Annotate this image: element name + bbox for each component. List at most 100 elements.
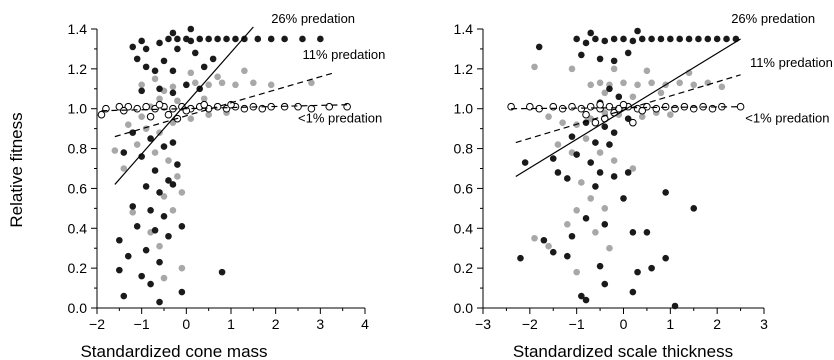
right-point-high — [535, 43, 543, 51]
right-point-high — [620, 35, 627, 43]
right-point-low — [582, 110, 590, 119]
right-point-high — [554, 169, 562, 176]
left-point-mid — [169, 83, 177, 91]
left-x-axis-title: Standardized cone mass — [80, 342, 267, 360]
left-point-high — [169, 29, 177, 37]
left-point-mid — [174, 97, 181, 105]
right-point-high — [540, 236, 548, 244]
right-point-low — [671, 104, 679, 113]
right-point-mid — [610, 65, 618, 73]
left-point-low — [164, 110, 173, 119]
right-y-tick-label: 0.4 — [454, 220, 474, 236]
left-point-high — [281, 35, 288, 43]
right-point-low — [586, 102, 595, 111]
right-point-high — [568, 232, 576, 240]
right-x-tick-label: −3 — [475, 316, 491, 332]
left-point-high — [241, 35, 248, 43]
left-point-mid — [232, 81, 239, 89]
left-point-mid — [308, 79, 315, 87]
right-x-axis-title: Standardized scale thickness — [513, 342, 733, 360]
left-point-high — [156, 39, 163, 47]
left-point-mid — [241, 67, 248, 75]
left-point-mid — [250, 79, 257, 87]
right-point-high — [601, 37, 609, 45]
right-point-low — [652, 104, 661, 113]
left-plot-area: 0.0 0.2 0.4 0.6 0.8 1.0 1.2 1.4 −2 −1 0 1 2 3 4 26% pre… — [68, 11, 386, 332]
right-point-high — [578, 292, 585, 300]
right-point-high — [624, 115, 632, 122]
right-point-mid — [559, 119, 566, 126]
left-x-tick-label: −1 — [134, 316, 150, 332]
left-point-mid — [169, 207, 177, 214]
left-point-low — [200, 100, 208, 109]
right-point-high — [667, 35, 674, 43]
right-point-high — [624, 169, 632, 176]
right-y-tick-label: 1.2 — [454, 61, 474, 77]
left-point-high — [218, 268, 226, 276]
right-point-mid — [531, 63, 538, 71]
left-fit-line — [101, 104, 348, 112]
right-point-high — [620, 195, 627, 202]
right-point-high — [592, 139, 599, 146]
left-point-low — [146, 112, 155, 121]
right-point-mid — [545, 242, 552, 250]
right-point-high — [671, 302, 679, 310]
right-point-high — [643, 228, 651, 236]
left-point-high — [142, 63, 150, 71]
left-point-high — [116, 266, 123, 274]
right-fit-label: 26% predation — [731, 11, 815, 26]
right-point-high — [657, 35, 665, 43]
left-point-high — [124, 252, 132, 260]
left-point-high — [169, 181, 177, 188]
right-point-mid — [554, 141, 562, 148]
left-point-high — [142, 45, 150, 53]
left-point-high — [174, 35, 181, 43]
left-point-high — [205, 35, 212, 43]
left-point-high — [138, 37, 145, 45]
left-panel: 0.0 0.2 0.4 0.6 0.8 1.0 1.2 1.4 −2 −1 0 1 2 3 4 26% pre… — [68, 11, 386, 360]
right-point-high — [582, 215, 590, 222]
left-point-high — [169, 89, 177, 97]
left-point-high — [142, 183, 150, 190]
left-point-high — [299, 35, 306, 43]
right-point-low — [596, 100, 604, 109]
left-x-tick-label: 4 — [361, 316, 369, 332]
left-point-low — [325, 102, 334, 111]
right-y-tick-label: 0.0 — [454, 300, 474, 316]
right-point-mid — [601, 89, 609, 97]
left-point-high — [169, 139, 177, 146]
left-point-high — [178, 288, 186, 296]
right-point-high — [723, 35, 730, 43]
left-point-mid — [187, 69, 195, 77]
right-plot-area: 0.0 0.2 0.4 0.6 0.8 1.0 1.2 1.4 −3 −2 −1 0 1 2 3 26% pr… — [454, 11, 833, 332]
right-point-high — [690, 205, 698, 212]
right-point-high — [648, 264, 655, 272]
left-y-tick-label: 1.2 — [68, 61, 88, 77]
right-point-high — [601, 123, 609, 130]
right-x-tick-label: −2 — [522, 316, 538, 332]
left-point-mid — [205, 81, 212, 89]
right-fit-line — [515, 74, 741, 144]
left-point-high — [165, 232, 172, 240]
right-point-high — [610, 129, 618, 136]
right-point-mid — [587, 81, 595, 89]
left-point-mid — [174, 173, 181, 180]
left-x-tick-label: 1 — [227, 316, 235, 332]
right-point-mid — [601, 109, 609, 116]
right-point-low — [638, 106, 647, 115]
right-point-low — [605, 102, 614, 111]
right-point-low — [661, 102, 670, 111]
left-point-mid — [133, 141, 141, 148]
right-point-high — [606, 85, 613, 93]
right-point-high — [629, 228, 637, 236]
right-point-high — [549, 248, 557, 256]
left-point-mid — [151, 75, 159, 83]
left-y-tick-label: 0.8 — [68, 141, 88, 157]
right-point-mid — [578, 179, 585, 186]
right-point-low — [615, 104, 623, 113]
right-point-high — [704, 35, 712, 43]
right-point-high — [549, 155, 557, 162]
left-point-mid — [178, 189, 186, 196]
right-point-low — [736, 102, 745, 111]
left-point-mid — [129, 209, 137, 216]
